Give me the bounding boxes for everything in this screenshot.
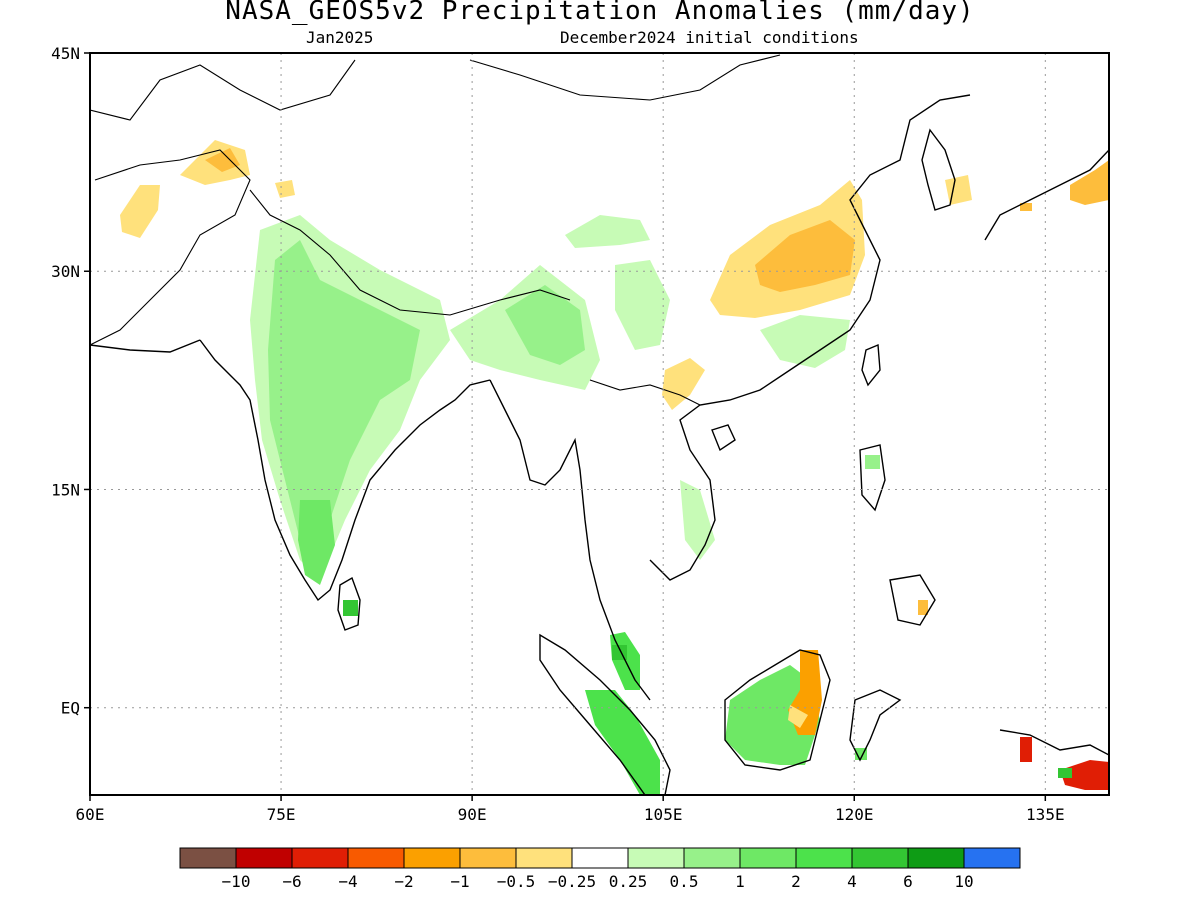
border-indochina (589, 379, 701, 406)
anomaly-patch-borneo-east-light (788, 705, 808, 728)
coastline-layer (90, 54, 1109, 795)
colorbar-swatch (179, 847, 237, 869)
colorbar-label: 4 (847, 872, 857, 891)
coastline-myanmar (489, 379, 651, 701)
anomaly-patch-sri-lanka (343, 600, 358, 616)
anomaly-patch-south-china (760, 315, 850, 368)
anomaly-patch-mindanao (918, 600, 928, 615)
colorbar-swatch (515, 847, 573, 869)
coastline-korea (921, 128, 956, 211)
longitude-ticks: 60E 75E 90E 105E 120E 135E (76, 795, 1065, 824)
border-china-north (469, 54, 781, 101)
coastline-sumatra (539, 633, 671, 795)
colorbar-swatch (683, 847, 741, 869)
anomaly-patch-india-core (268, 240, 420, 560)
colorbar-swatch (403, 847, 461, 869)
anomaly-patch-indochina (680, 480, 715, 560)
colorbar-label: −10 (222, 872, 251, 891)
colorbar-label: 1 (735, 872, 745, 891)
lon-tick-label: 120E (835, 805, 874, 824)
colorbar-swatch (851, 847, 909, 869)
anomaly-patch-japan-south (1020, 203, 1032, 211)
latitude-ticks: 45N 30N 15N EQ (51, 44, 90, 718)
anomaly-patch-vietnam (662, 358, 705, 410)
anomaly-patch-india-south (298, 500, 335, 585)
coastline-sri-lanka (337, 576, 361, 631)
colorbar-label: −0.5 (497, 872, 536, 891)
colorbar-swatch (907, 847, 965, 869)
colorbar-label: 2 (791, 872, 801, 891)
lon-tick-label: 105E (644, 805, 683, 824)
lon-tick-label: 60E (76, 805, 105, 824)
border-himalaya (249, 189, 571, 316)
anomaly-patch-yunnan (615, 260, 670, 350)
anomaly-patch-japan (1070, 160, 1109, 205)
anomaly-patch-luzon (865, 455, 880, 469)
coastline-sulawesi (849, 689, 902, 762)
colorbar-label: −2 (394, 872, 413, 891)
map-subtitle-month: Jan2025 (306, 28, 374, 47)
coastline-pakistan (90, 339, 201, 353)
colorbar-label: 0.25 (609, 872, 648, 891)
anomaly-patch-tibet (565, 215, 650, 248)
coastline-mindanao (889, 574, 936, 626)
anomaly-patch-korea (945, 175, 972, 205)
border-north (90, 59, 356, 121)
map-frame (89, 52, 1110, 796)
lat-tick-label: 45N (51, 44, 80, 63)
anomaly-patch-north-pakistan (275, 180, 295, 198)
anomaly-patch-new-guinea-green (1058, 768, 1072, 778)
anomaly-patch-borneo (725, 665, 820, 765)
anomaly-patch-afghanistan (120, 185, 160, 238)
coastline-new-guinea (999, 729, 1109, 756)
gridlines (90, 53, 1109, 795)
anomaly-patch-sumatra (585, 690, 660, 795)
lat-tick-label: EQ (61, 699, 80, 718)
colorbar-swatch (627, 847, 685, 869)
colorbar-swatch (739, 847, 797, 869)
coastline-indochina (649, 94, 971, 581)
anomaly-patch-kashmir-core (205, 148, 240, 172)
colorbar-label: −0.25 (548, 872, 596, 891)
coastline-hainan (711, 424, 736, 452)
colorbar-label: 0.5 (670, 872, 699, 891)
coastline-japan (984, 149, 1109, 241)
colorbar-label: 10 (954, 872, 973, 891)
colorbar-label: −1 (450, 872, 469, 891)
lon-tick-label: 90E (458, 805, 487, 824)
colorbar-label: −6 (282, 872, 301, 891)
coastline-borneo (724, 649, 831, 771)
anomaly-patch-new-guinea-west (1020, 737, 1032, 762)
lat-tick-label: 15N (51, 480, 80, 499)
anomaly-shading-layer (120, 140, 1109, 795)
border-afghanistan (90, 149, 251, 346)
map-subtitle-initial-conditions: December2024 initial conditions (560, 28, 859, 47)
colorbar-swatch (963, 847, 1021, 869)
lat-tick-label: 30N (51, 262, 80, 281)
anomaly-patch-malaysia-core (612, 645, 627, 660)
coastline-taiwan (861, 343, 881, 387)
colorbar-swatch (291, 847, 349, 869)
colorbar-swatch (795, 847, 853, 869)
colorbar-swatch (571, 847, 629, 869)
coastline-india (199, 339, 491, 602)
colorbar-swatch (459, 847, 517, 869)
anomaly-patch-new-guinea (1060, 760, 1109, 790)
lon-tick-label: 75E (267, 805, 296, 824)
colorbar-swatch (235, 847, 293, 869)
colorbar-swatch (347, 847, 405, 869)
map-title: NASA_GEOS5v2 Precipitation Anomalies (mm… (225, 0, 975, 26)
colorbar-label: 6 (903, 872, 913, 891)
colorbar-label: −4 (338, 872, 357, 891)
anomaly-patch-central-china-core (755, 220, 855, 292)
colorbar: −10 −6 −4 −2 −1 −0.5 −0.25 0.25 0.5 1 2 4 6 10 (179, 847, 1021, 891)
lon-tick-label: 135E (1026, 805, 1065, 824)
coastline-luzon (859, 444, 886, 512)
anomaly-patch-myanmar-core (505, 285, 585, 365)
